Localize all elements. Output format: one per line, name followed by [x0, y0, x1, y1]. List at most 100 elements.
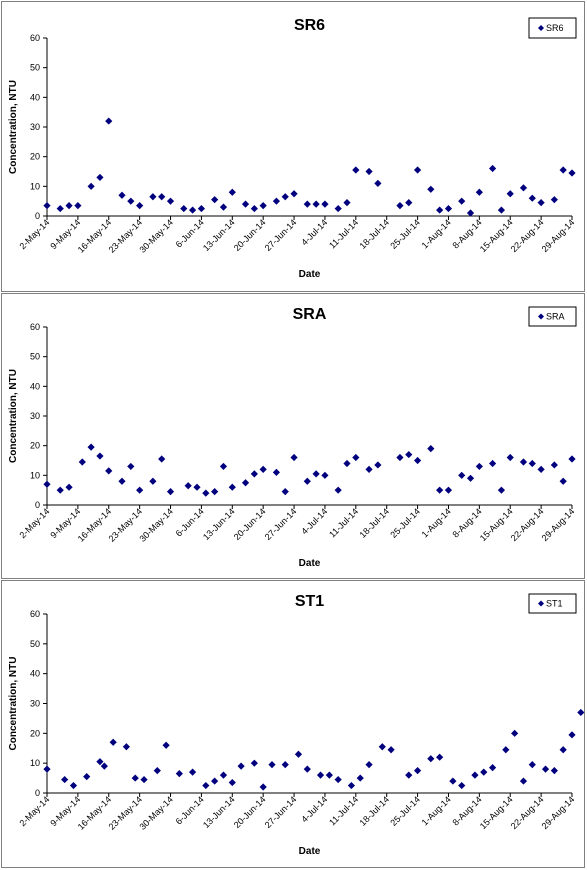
- chart-3-data-point: [577, 708, 585, 717]
- chart-3-data-point: [347, 781, 356, 790]
- chart-1-xtick-label: 13-Jun-14: [201, 217, 237, 253]
- chart-1-data-point: [96, 173, 104, 182]
- chart-2-data-point: [193, 483, 201, 491]
- chart-3-ytick-label: 20: [30, 728, 40, 738]
- chart-2-data-point: [259, 465, 267, 473]
- chart-2-xtick-label: 18-Jul-14: [358, 506, 392, 540]
- chart-1-data-point: [303, 200, 311, 208]
- chart-3-ytick-label: 40: [30, 669, 40, 679]
- chart-3-data-point: [405, 771, 413, 779]
- chart-1-ytick-label: 20: [30, 152, 40, 162]
- chart-3-legend-marker: [538, 600, 544, 607]
- chart-1-ytick-label: 40: [30, 92, 40, 102]
- chart-2-ytick-label: 60: [30, 322, 40, 332]
- chart-1-data-point: [219, 203, 228, 211]
- chart-1-data-point: [352, 166, 360, 174]
- chart-2-data-point: [374, 461, 382, 469]
- chart-1-legend-marker: [538, 25, 544, 31]
- chart-3-data-point: [413, 767, 422, 775]
- chart-1-data-point: [528, 194, 536, 202]
- chart-3-data-point: [550, 767, 558, 775]
- chart-1-data-point: [281, 193, 289, 201]
- chart-3-data-point: [131, 774, 139, 782]
- chart-1-data-point: [396, 202, 404, 210]
- chart-3-legend-label: ST1: [546, 599, 563, 609]
- chart-1-data-point: [228, 188, 236, 196]
- chart-2-data-point: [166, 488, 175, 496]
- chart-3-data-point: [356, 774, 364, 782]
- chart-1-data-point: [458, 197, 466, 205]
- chart-1-data-point: [74, 202, 82, 210]
- chart-3-title: ST1: [295, 593, 324, 610]
- chart-3-data-point: [100, 762, 108, 770]
- chart-3-data-point: [488, 764, 497, 772]
- chart-2-data-point: [321, 471, 329, 479]
- chart-2-data-point: [559, 477, 567, 485]
- sra-chart-svg: SRA 0 10 20 30 40 50 60 Concentration, NTU 2-May-…: [8, 306, 577, 569]
- chart-2-legend-label: SRA: [546, 312, 565, 322]
- chart-1-xtick-label: 1-Aug-14: [420, 217, 453, 250]
- chart-2-data-point: [136, 486, 144, 494]
- chart-2-data-point: [158, 455, 166, 463]
- chart-1-data-point: [568, 169, 576, 177]
- st1-chart: ST1 0 10 20 30 40 50 60 Concentration, NTU 2-May-…: [1, 580, 585, 868]
- chart-1-data-point: [475, 188, 483, 196]
- chart-3-data-point: [61, 775, 69, 784]
- chart-1-ytick-label: 0: [35, 211, 40, 221]
- chart-2-y-axis-label: Concentration, NTU: [8, 369, 19, 463]
- chart-1-data-point: [405, 199, 413, 207]
- chart-1-data-point: [365, 167, 373, 176]
- chart-3-ytick-label: 0: [35, 788, 40, 798]
- chart-2-xtick-label: 30-May-14: [137, 506, 174, 543]
- chart-3-data-point: [316, 771, 325, 779]
- chart-3-xtick-label: 30-May-14: [137, 794, 174, 831]
- chart-2-xtick-label: 1-Aug-14: [420, 506, 453, 539]
- chart-3-data-point: [568, 731, 576, 739]
- chart-3-data-point: [325, 771, 333, 779]
- chart-2-data-point: [405, 450, 413, 459]
- st1-chart-svg: ST1 0 10 20 30 40 50 60 Concentration, NTU 2-May-…: [8, 593, 585, 857]
- chart-3-data-point: [427, 755, 435, 763]
- chart-2-data-point: [506, 453, 514, 462]
- chart-1-data-point: [250, 204, 258, 213]
- chart-2-data-point: [396, 453, 404, 462]
- chart-3-data-point: [303, 765, 311, 773]
- chart-2-data-point: [352, 453, 360, 462]
- chart-2-xtick-label: 20-Jun-14: [232, 506, 268, 542]
- chart-2-data-point: [303, 477, 311, 485]
- chart-2-title: SRA: [293, 306, 327, 323]
- chart-3-data-point: [268, 761, 276, 769]
- chart-1-data-point: [180, 204, 188, 213]
- chart-3-xtick-label: 27-Jun-14: [263, 794, 299, 830]
- chart-2-data-point: [568, 455, 576, 463]
- chart-1-ytick-label: 10: [30, 181, 40, 191]
- chart-2-data-point: [444, 486, 453, 494]
- chart-1-xtick-label: 27-Jun-14: [263, 217, 299, 253]
- chart-3-data-point: [69, 781, 78, 790]
- chart-1-data-point: [87, 182, 95, 190]
- chart-1-data-point: [537, 199, 545, 207]
- chart-2-data-point: [241, 479, 250, 487]
- chart-1-xtick-label: 11-Jul-14: [327, 217, 360, 250]
- chart-3-data-point: [140, 775, 148, 784]
- chart-1-data-point: [506, 190, 514, 198]
- chart-2-data-point: [436, 486, 444, 494]
- chart-1-data-point: [166, 197, 175, 205]
- chart-2-ytick-label: 30: [30, 411, 40, 421]
- chart-2-data-point: [343, 459, 351, 468]
- chart-2-data-point: [475, 462, 483, 471]
- chart-1-data-point: [444, 204, 453, 213]
- chart-2-xtick-label: 29-Aug-14: [540, 506, 577, 543]
- chart-1-data-point: [519, 184, 528, 192]
- chart-2-data-point: [149, 477, 157, 485]
- chart-1-data-point: [436, 206, 444, 214]
- chart-1-data-point: [197, 204, 206, 213]
- chart-3-data-point: [471, 771, 479, 779]
- chart-1-ytick-label: 60: [30, 33, 40, 43]
- chart-2-xtick-label: 27-Jun-14: [263, 506, 299, 542]
- chart-2-data-point: [413, 456, 422, 465]
- chart-2-data-point: [118, 477, 126, 485]
- sr6-chart: SR6 0 10 20 30 40 50 60 Concentration, NTU 2-May-…: [1, 1, 585, 292]
- chart-1-data-point: [127, 197, 135, 205]
- chart-1-xtick-label: 30-May-14: [137, 217, 174, 254]
